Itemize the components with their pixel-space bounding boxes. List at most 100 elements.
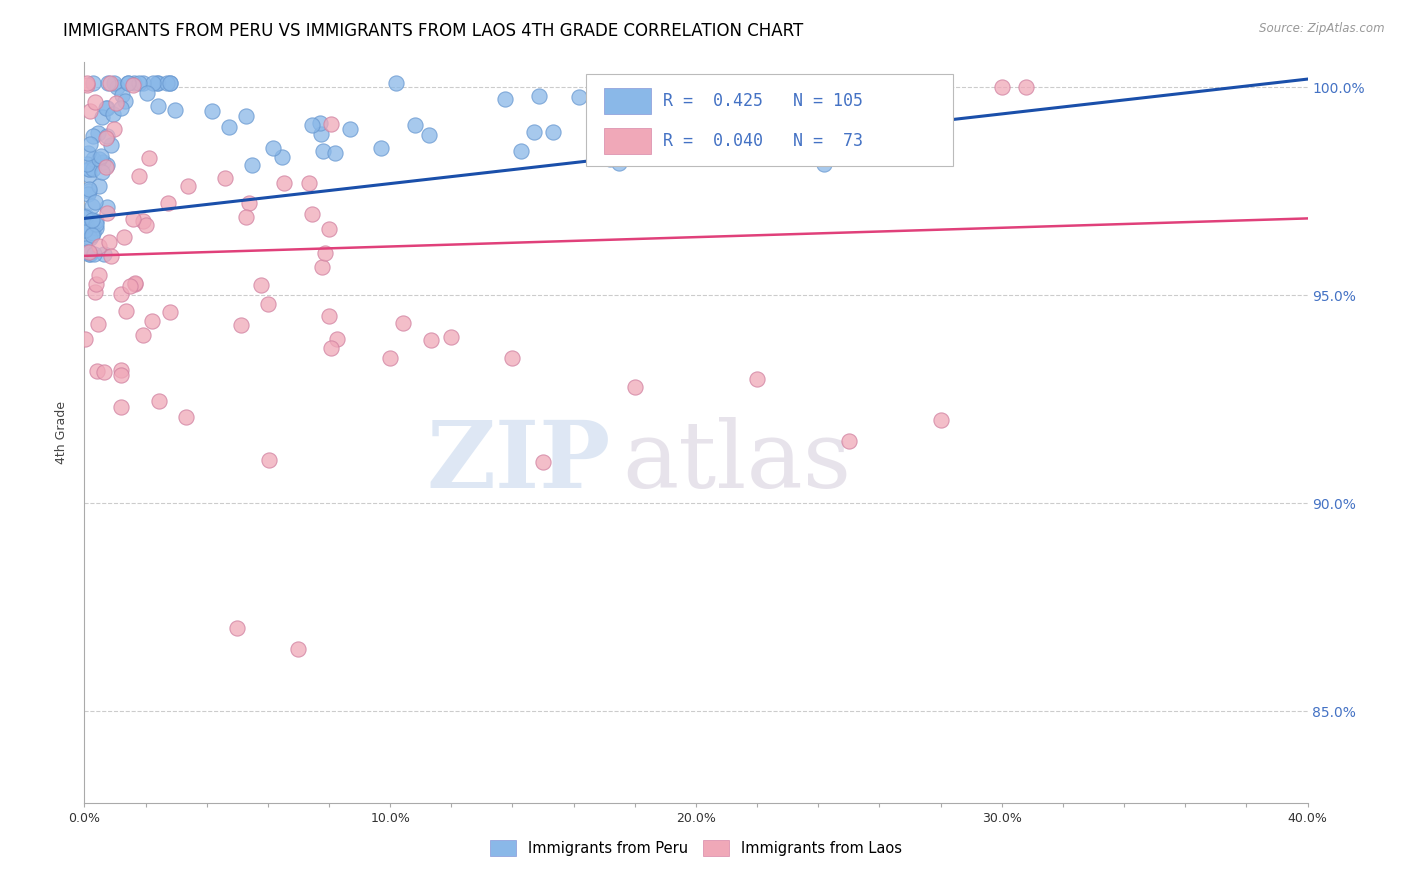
Point (79, 182, 101, 196)
Point (79, 246, 101, 260)
Point (257, 296, 280, 310)
Point (627, 106, 650, 120)
Point (120, 278, 142, 293)
Point (98, 235, 121, 249)
Point (82, 129, 104, 144)
Point (318, 222, 340, 236)
Point (76, 76, 98, 90)
Point (370, 141, 392, 155)
Point (929, 413, 952, 427)
Point (159, 76, 181, 90)
Point (122, 78, 145, 92)
Point (82, 228, 104, 243)
Point (240, 158, 263, 172)
Point (128, 169, 150, 183)
Point (263, 141, 285, 155)
Point (124, 276, 146, 290)
Point (314, 246, 336, 260)
Point (96, 101, 118, 115)
Point (114, 304, 136, 318)
Point (105, 95, 128, 110)
Point (110, 363, 132, 377)
Point (87, 152, 110, 166)
Point (311, 260, 333, 275)
Point (77, 245, 100, 260)
Point (146, 76, 169, 90)
Point (75, 241, 97, 255)
Point (339, 121, 361, 136)
Point (778, 123, 800, 137)
Point (82, 162, 104, 177)
Point (311, 127, 333, 141)
Point (96, 128, 118, 143)
FancyBboxPatch shape (605, 87, 651, 114)
Point (297, 177, 319, 191)
Point (235, 210, 257, 224)
Point (159, 304, 181, 318)
Point (312, 144, 335, 158)
Point (79, 231, 101, 245)
Text: ZIP: ZIP (426, 417, 610, 508)
Point (75, 332, 97, 346)
Point (309, 116, 332, 130)
Point (82, 227, 104, 241)
Point (91, 154, 114, 169)
Point (111, 88, 134, 103)
Point (76, 245, 98, 260)
Point (84, 285, 107, 299)
Point (128, 76, 150, 90)
Point (80, 199, 103, 213)
Point (87, 318, 110, 332)
Point (541, 125, 564, 139)
Point (404, 118, 426, 132)
Point (619, 97, 641, 112)
Point (229, 318, 252, 333)
Point (86, 217, 108, 231)
Point (132, 214, 155, 228)
Text: R =  0.040   N =  73: R = 0.040 N = 73 (664, 132, 863, 150)
Point (607, 156, 630, 170)
Point (117, 76, 139, 90)
Point (96, 200, 118, 214)
Point (124, 277, 146, 292)
Point (110, 368, 132, 383)
Point (568, 90, 591, 104)
Point (301, 207, 323, 221)
Point (122, 212, 145, 227)
Y-axis label: 4th Grade: 4th Grade (55, 401, 69, 464)
Point (177, 179, 200, 194)
Point (420, 333, 443, 347)
Point (440, 330, 463, 344)
Point (323, 146, 346, 161)
Point (135, 218, 157, 232)
Point (201, 103, 224, 118)
Point (77, 162, 100, 177)
Point (141, 313, 163, 327)
Point (321, 342, 343, 356)
Point (238, 196, 260, 211)
Point (301, 119, 323, 133)
Point (494, 92, 516, 106)
Point (523, 125, 546, 139)
Point (75, 217, 97, 231)
Point (838, 434, 860, 448)
Point (693, 92, 716, 106)
Point (131, 328, 153, 343)
Point (96, 161, 118, 175)
Point (77, 162, 100, 177)
Point (135, 86, 157, 100)
Point (510, 144, 533, 158)
Point (257, 453, 280, 467)
Point (669, 101, 692, 115)
Point (319, 116, 342, 130)
Point (287, 641, 309, 656)
Text: IMMIGRANTS FROM PERU VS IMMIGRANTS FROM LAOS 4TH GRADE CORRELATION CHART: IMMIGRANTS FROM PERU VS IMMIGRANTS FROM … (63, 22, 803, 40)
Point (96, 158, 118, 172)
Point (380, 351, 402, 365)
Point (76, 157, 98, 171)
Point (83, 246, 105, 260)
Point (165, 103, 187, 117)
Point (77, 246, 100, 260)
Point (1015, 80, 1038, 95)
Point (98, 76, 121, 90)
